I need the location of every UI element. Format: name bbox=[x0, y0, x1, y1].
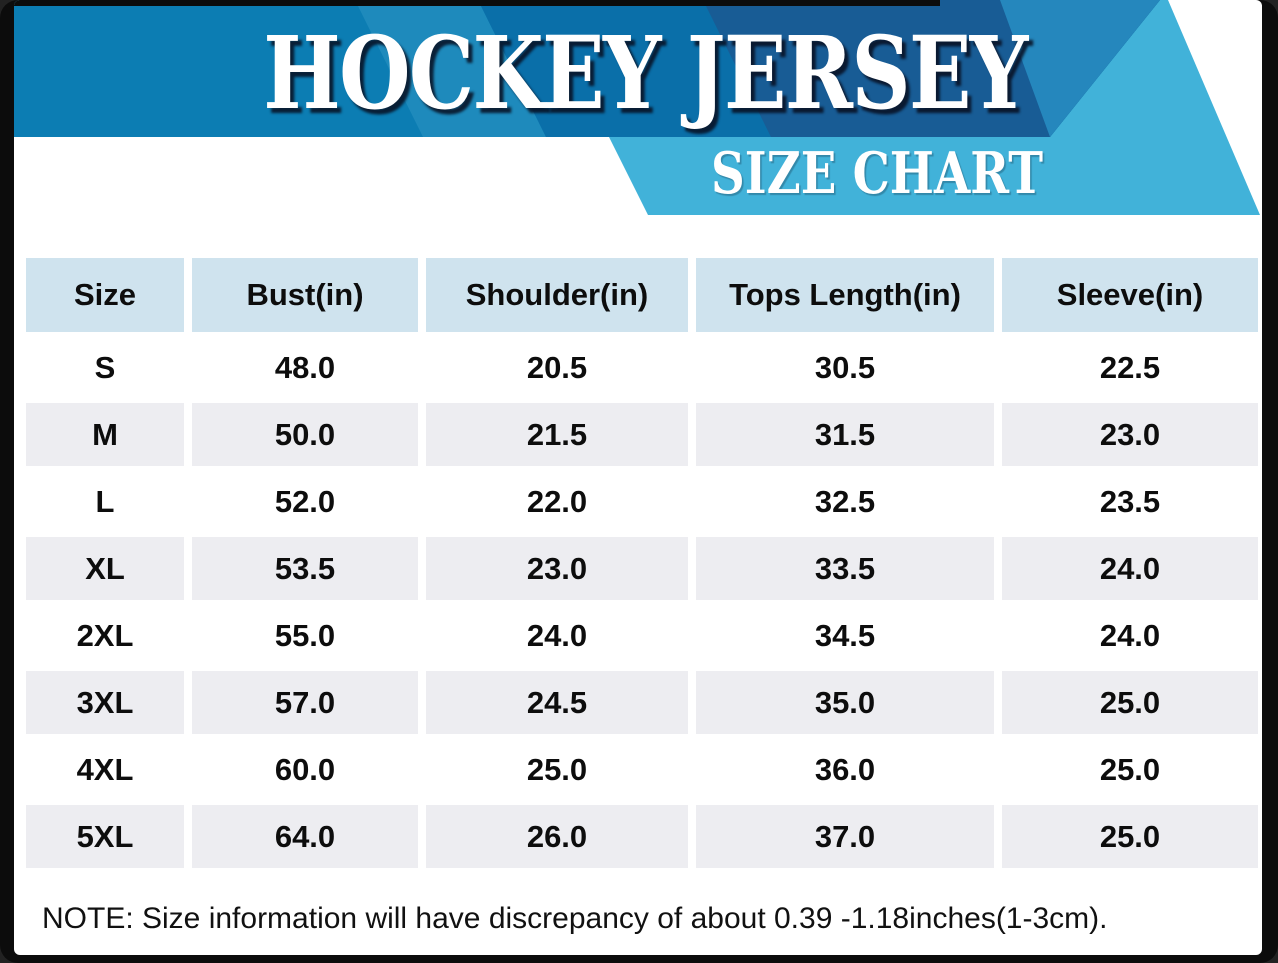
measurement-cell: 35.0 bbox=[696, 671, 994, 734]
banner-stripe-shape bbox=[1000, 0, 1160, 137]
table-row: S 48.0 20.5 30.5 22.5 bbox=[26, 336, 1258, 399]
size-cell: 2XL bbox=[26, 604, 184, 667]
measurement-cell: 57.0 bbox=[192, 671, 418, 734]
measurement-cell: 26.0 bbox=[426, 805, 688, 868]
measurement-cell: 33.5 bbox=[696, 537, 994, 600]
measurement-cell: 23.0 bbox=[1002, 403, 1258, 466]
size-chart-table: Size Bust(in) Shoulder(in) Tops Length(in) S… bbox=[18, 254, 1262, 872]
measurement-cell: 24.0 bbox=[426, 604, 688, 667]
measurement-cell: 32.5 bbox=[696, 470, 994, 533]
measurement-cell: 31.5 bbox=[696, 403, 994, 466]
table-row: XL 53.5 23.0 33.5 24.0 bbox=[26, 537, 1258, 600]
column-header: Shoulder(in) bbox=[426, 258, 688, 332]
measurement-cell: 24.5 bbox=[426, 671, 688, 734]
measurement-cell: 50.0 bbox=[192, 403, 418, 466]
size-cell: XL bbox=[26, 537, 184, 600]
measurement-cell: 23.0 bbox=[426, 537, 688, 600]
measurement-cell: 25.0 bbox=[1002, 671, 1258, 734]
table-row: 3XL 57.0 24.5 35.0 25.0 bbox=[26, 671, 1258, 734]
size-cell: L bbox=[26, 470, 184, 533]
column-header: Tops Length(in) bbox=[696, 258, 994, 332]
measurement-cell: 25.0 bbox=[1002, 805, 1258, 868]
size-cell: 4XL bbox=[26, 738, 184, 801]
measurement-cell: 21.5 bbox=[426, 403, 688, 466]
measurement-cell: 23.5 bbox=[1002, 470, 1258, 533]
size-note: NOTE: Size information will have discrep… bbox=[42, 902, 1108, 935]
table-row: 2XL 55.0 24.0 34.5 24.0 bbox=[26, 604, 1258, 667]
table-header-row: Size Bust(in) Shoulder(in) Tops Length(in) S… bbox=[26, 258, 1258, 332]
table-header: Size Bust(in) Shoulder(in) Tops Length(in) S… bbox=[26, 258, 1258, 332]
measurement-cell: 53.5 bbox=[192, 537, 418, 600]
measurement-cell: 20.5 bbox=[426, 336, 688, 399]
page-title: HOCKEY JERSEY bbox=[263, 14, 1028, 132]
measurement-cell: 25.0 bbox=[1002, 738, 1258, 801]
size-cell: M bbox=[26, 403, 184, 466]
column-header: Size bbox=[26, 258, 184, 332]
measurement-cell: 34.5 bbox=[696, 604, 994, 667]
table-row: M 50.0 21.5 31.5 23.0 bbox=[26, 403, 1258, 466]
measurement-cell: 64.0 bbox=[192, 805, 418, 868]
measurement-cell: 30.5 bbox=[696, 336, 994, 399]
column-header: Bust(in) bbox=[192, 258, 418, 332]
page-subtitle: SIZE CHART bbox=[710, 139, 1044, 207]
measurement-cell: 55.0 bbox=[192, 604, 418, 667]
table-row: L 52.0 22.0 32.5 23.5 bbox=[26, 470, 1258, 533]
table-body: S 48.0 20.5 30.5 22.5 M 50.0 21.5 31.5 23.0 L 52.0 2… bbox=[26, 336, 1258, 868]
measurement-cell: 22.5 bbox=[1002, 336, 1258, 399]
column-header: Sleeve(in) bbox=[1002, 258, 1258, 332]
measurement-cell: 48.0 bbox=[192, 336, 418, 399]
measurement-cell: 25.0 bbox=[426, 738, 688, 801]
banner-light-wedge-shape bbox=[355, 0, 546, 137]
top-frame-strip bbox=[14, 0, 940, 6]
measurement-cell: 37.0 bbox=[696, 805, 994, 868]
measurement-cell: 52.0 bbox=[192, 470, 418, 533]
content-panel: HOCKEY JERSEY SIZE CHART Size Bust(in) Sho… bbox=[14, 0, 1262, 955]
measurement-cell: 22.0 bbox=[426, 470, 688, 533]
header-ribbon-graphic bbox=[14, 0, 1260, 215]
measurement-cell: 60.0 bbox=[192, 738, 418, 801]
table-row: 5XL 64.0 26.0 37.0 25.0 bbox=[26, 805, 1258, 868]
measurement-cell: 36.0 bbox=[696, 738, 994, 801]
size-cell: 3XL bbox=[26, 671, 184, 734]
measurement-cell: 24.0 bbox=[1002, 604, 1258, 667]
size-cell: S bbox=[26, 336, 184, 399]
table-row: 4XL 60.0 25.0 36.0 25.0 bbox=[26, 738, 1258, 801]
measurement-cell: 24.0 bbox=[1002, 537, 1258, 600]
size-cell: 5XL bbox=[26, 805, 184, 868]
